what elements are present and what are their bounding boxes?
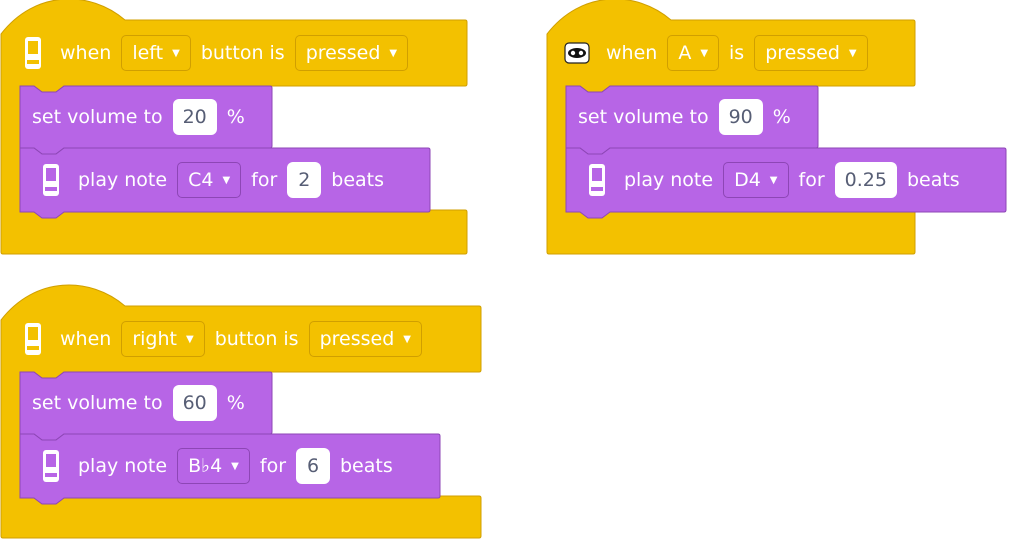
script-gamepad-a[interactable]: when A ▼ is pressed ▼ set volume to 90 % p… xyxy=(546,0,1009,260)
for-label: for xyxy=(259,455,286,477)
microbit-icon xyxy=(40,449,62,483)
state-dropdown-value: pressed xyxy=(765,42,840,64)
beats-input[interactable]: 0.25 xyxy=(834,162,897,198)
button-is-label: button is xyxy=(200,42,285,64)
beats-input[interactable]: 6 xyxy=(296,448,330,484)
microbit-icon xyxy=(22,36,44,70)
button-dropdown-value: right xyxy=(132,328,177,350)
set-volume-label: set volume to xyxy=(32,106,163,128)
gamepad-icon xyxy=(564,42,590,64)
button-dropdown-value: left xyxy=(132,42,164,64)
when-button-pressed-block[interactable]: when left ▼ button is pressed ▼ xyxy=(22,35,418,71)
chevron-down-icon: ▼ xyxy=(403,333,411,345)
volume-input[interactable]: 60 xyxy=(172,385,217,421)
script-right-button[interactable]: when right ▼ button is pressed ▼ set volum… xyxy=(0,284,485,540)
note-dropdown-value: B♭4 xyxy=(188,455,223,477)
volume-input[interactable]: 20 xyxy=(172,99,217,135)
chevron-down-icon: ▼ xyxy=(172,47,180,59)
chevron-down-icon: ▼ xyxy=(848,47,857,59)
chevron-down-icon: ▼ xyxy=(700,47,709,59)
for-label: for xyxy=(251,169,278,191)
set-volume-label: set volume to xyxy=(32,392,163,414)
state-dropdown-value: pressed xyxy=(305,42,381,64)
play-note-label: play note xyxy=(78,169,168,191)
note-dropdown[interactable]: B♭4 ▼ xyxy=(177,448,250,484)
note-dropdown-value: D4 xyxy=(734,169,761,191)
microbit-icon xyxy=(586,163,608,197)
play-note-block[interactable]: play note D4 ▼ for 0.25 beats xyxy=(586,162,960,198)
beats-label: beats xyxy=(340,455,393,477)
state-dropdown[interactable]: pressed ▼ xyxy=(308,321,422,357)
state-dropdown[interactable]: pressed ▼ xyxy=(294,35,409,71)
state-dropdown[interactable]: pressed ▼ xyxy=(754,35,868,71)
beats-label: beats xyxy=(906,169,960,191)
beats-input[interactable]: 2 xyxy=(287,162,322,198)
when-label: when xyxy=(60,328,112,350)
is-label: is xyxy=(729,42,745,64)
button-dropdown-value: A xyxy=(678,42,692,64)
microbit-icon xyxy=(40,163,62,197)
chevron-down-icon: ▼ xyxy=(769,174,778,186)
button-is-label: button is xyxy=(214,328,299,350)
button-dropdown[interactable]: left ▼ xyxy=(121,35,191,71)
when-gamepad-pressed-block[interactable]: when A ▼ is pressed ▼ xyxy=(564,35,878,71)
button-dropdown[interactable]: A ▼ xyxy=(667,35,720,71)
volume-input[interactable]: 90 xyxy=(718,99,763,135)
percent-label: % xyxy=(772,106,791,128)
chevron-down-icon: ▼ xyxy=(185,333,194,345)
percent-label: % xyxy=(226,106,245,128)
play-note-block[interactable]: play note B♭4 ▼ for 6 beats xyxy=(40,448,393,484)
state-dropdown-value: pressed xyxy=(319,328,395,350)
microbit-icon xyxy=(22,322,44,356)
when-button-pressed-block[interactable]: when right ▼ button is pressed ▼ xyxy=(22,321,432,357)
beats-label: beats xyxy=(331,169,385,191)
when-label: when xyxy=(60,42,112,64)
chevron-down-icon: ▼ xyxy=(222,174,231,186)
chevron-down-icon: ▼ xyxy=(389,47,398,59)
button-dropdown[interactable]: right ▼ xyxy=(121,321,205,357)
set-volume-block[interactable]: set volume to 60 % xyxy=(32,385,245,421)
set-volume-label: set volume to xyxy=(578,106,709,128)
set-volume-block[interactable]: set volume to 20 % xyxy=(32,99,245,135)
for-label: for xyxy=(798,169,825,191)
percent-label: % xyxy=(226,392,245,414)
play-note-label: play note xyxy=(624,169,714,191)
set-volume-block[interactable]: set volume to 90 % xyxy=(578,99,791,135)
chevron-down-icon: ▼ xyxy=(231,460,239,472)
note-dropdown[interactable]: D4 ▼ xyxy=(723,162,789,198)
note-dropdown[interactable]: C4 ▼ xyxy=(177,162,242,198)
note-dropdown-value: C4 xyxy=(188,169,214,191)
play-note-block[interactable]: play note C4 ▼ for 2 beats xyxy=(40,162,384,198)
play-note-label: play note xyxy=(78,455,168,477)
script-left-button[interactable]: when left ▼ button is pressed ▼ set volume… xyxy=(0,0,470,260)
when-label: when xyxy=(606,42,658,64)
